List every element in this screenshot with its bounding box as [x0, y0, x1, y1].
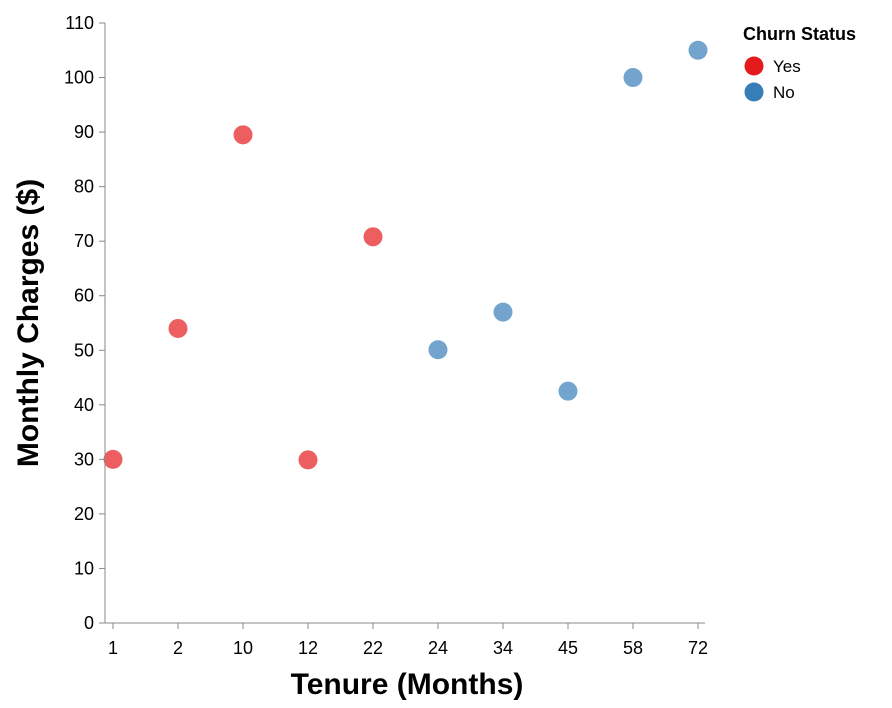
y-tick-label: 110: [65, 13, 94, 33]
x-tick-label: 12: [298, 638, 318, 658]
legend-swatch-yes: [744, 56, 764, 76]
data-points: [103, 40, 708, 470]
y-tick-label: 20: [74, 504, 94, 524]
data-point-yes: [103, 449, 123, 469]
y-tick-label: 10: [74, 558, 94, 578]
data-point-no: [558, 381, 578, 401]
y-tick-label: 70: [74, 231, 94, 251]
data-point-no: [623, 68, 643, 88]
legend-label-no: No: [773, 83, 795, 102]
data-point-yes: [233, 125, 253, 145]
legend-label-yes: Yes: [773, 57, 801, 76]
x-tick-label: 1: [108, 638, 118, 658]
data-point-no: [688, 40, 708, 60]
data-point-yes: [363, 227, 383, 247]
y-tick-label: 50: [74, 340, 94, 360]
x-tick-label: 10: [233, 638, 253, 658]
y-tick-label: 100: [64, 68, 94, 88]
y-tick-label: 80: [74, 177, 94, 197]
x-tick-label: 58: [623, 638, 643, 658]
y-tick-label: 0: [84, 613, 94, 633]
data-point-yes: [168, 318, 188, 338]
y-tick-label: 30: [74, 449, 94, 469]
x-tick-label: 45: [558, 638, 578, 658]
legend-swatch-no: [744, 82, 764, 102]
x-axis-title: Tenure (Months): [291, 668, 524, 701]
data-point-no: [428, 340, 448, 360]
x-axis: 1 2 10 12 22 24 34 45 58 72: [105, 622, 708, 658]
data-point-no: [493, 302, 513, 322]
y-axis: 0 10 20 30 40 50 60 70 80 90 100 110: [64, 13, 106, 633]
x-tick-label: 22: [363, 638, 383, 658]
y-tick-label: 40: [74, 395, 94, 415]
y-axis-title: Monthly Charges ($): [12, 179, 45, 467]
x-tick-label: 2: [173, 638, 183, 658]
data-point-yes: [298, 450, 318, 470]
y-tick-label: 90: [74, 122, 94, 142]
x-tick-label: 34: [493, 638, 513, 658]
plot-area: [103, 40, 708, 470]
y-tick-label: 60: [74, 286, 94, 306]
x-tick-label: 72: [688, 638, 708, 658]
legend-title: Churn Status: [743, 24, 856, 44]
x-tick-label: 24: [428, 638, 448, 658]
legend: Churn Status Yes No: [743, 24, 856, 102]
